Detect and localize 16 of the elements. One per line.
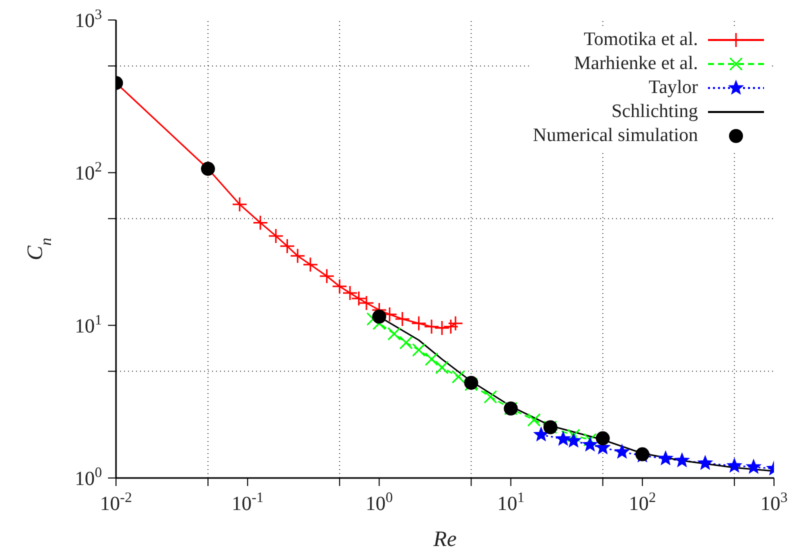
x-tick-label: 10$^{2}$ xyxy=(628,490,656,515)
x-tick-label: 10$^{-1}$ xyxy=(232,490,264,515)
x-tick-label: 10$^{-2}$ xyxy=(100,490,132,515)
legend-label: Numerical simulation xyxy=(532,125,698,147)
legend-label: Marhienke et al. xyxy=(574,53,698,75)
x-axis-title: Re xyxy=(432,526,457,551)
y-tick-label: 10$^{0}$ xyxy=(74,465,102,490)
x-tick-label: 10$^{1}$ xyxy=(497,490,524,515)
x-tick-label: 10$^{0}$ xyxy=(366,490,393,515)
y-tick-label: 10$^{2}$ xyxy=(74,160,102,185)
y-tick-label: 10$^{1}$ xyxy=(74,312,102,338)
legend-label: Schlichting xyxy=(611,101,698,123)
legend-label: Taylor xyxy=(648,77,698,99)
y-tick-label: 10$^{3}$ xyxy=(74,7,102,32)
x-tick-label: 10$^{3}$ xyxy=(760,490,788,515)
legend-label: Tomotika et al. xyxy=(584,29,698,51)
